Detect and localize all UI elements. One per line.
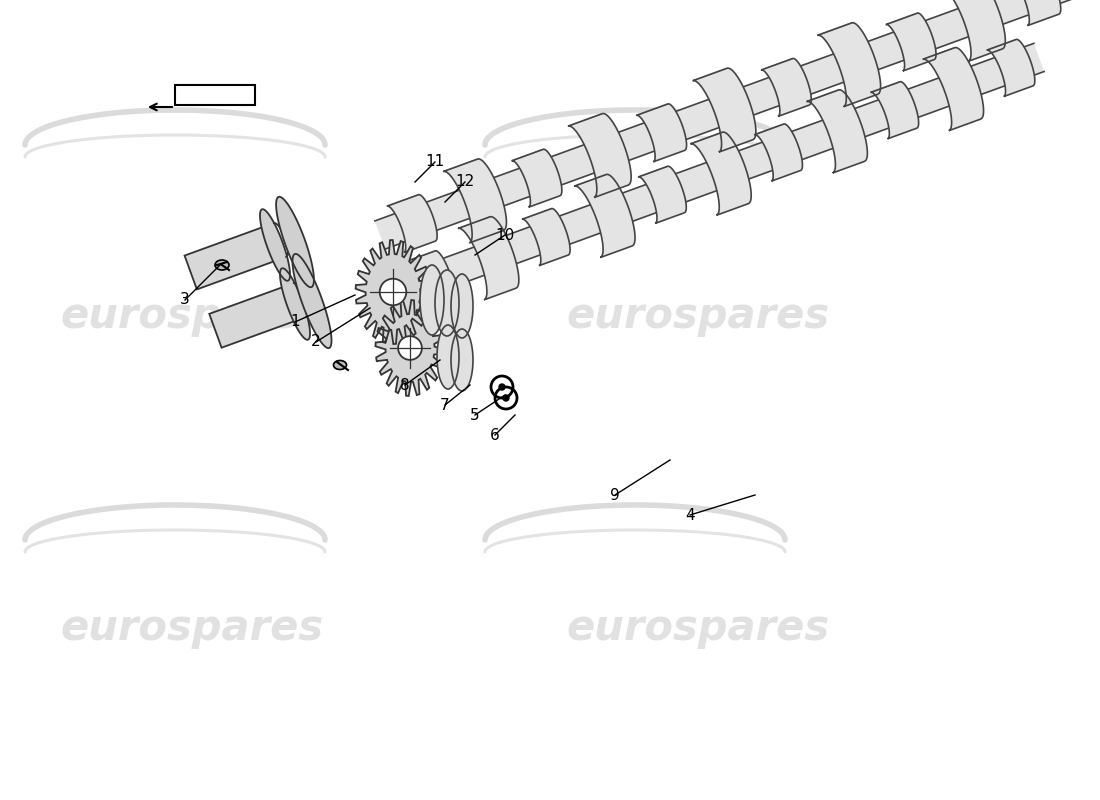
Polygon shape bbox=[755, 124, 803, 181]
Polygon shape bbox=[185, 223, 286, 290]
Polygon shape bbox=[209, 283, 306, 348]
Polygon shape bbox=[574, 174, 635, 258]
Text: eurospares: eurospares bbox=[60, 607, 324, 649]
Ellipse shape bbox=[214, 260, 229, 270]
Circle shape bbox=[379, 278, 406, 306]
Polygon shape bbox=[637, 104, 686, 162]
Polygon shape bbox=[375, 300, 444, 396]
Text: 12: 12 bbox=[455, 174, 474, 190]
Polygon shape bbox=[522, 209, 570, 266]
Text: 2: 2 bbox=[311, 334, 321, 350]
Polygon shape bbox=[459, 217, 519, 300]
Text: eurospares: eurospares bbox=[60, 295, 324, 337]
Text: 1: 1 bbox=[290, 314, 300, 330]
Polygon shape bbox=[375, 0, 1071, 249]
Text: 10: 10 bbox=[495, 227, 515, 242]
Polygon shape bbox=[406, 251, 454, 308]
Polygon shape bbox=[1011, 0, 1060, 26]
Polygon shape bbox=[395, 43, 1044, 304]
Polygon shape bbox=[871, 82, 918, 139]
Polygon shape bbox=[817, 22, 881, 106]
Text: 3: 3 bbox=[180, 293, 190, 307]
Ellipse shape bbox=[437, 325, 459, 389]
Polygon shape bbox=[443, 159, 506, 243]
Circle shape bbox=[503, 395, 509, 401]
Ellipse shape bbox=[420, 265, 444, 335]
Polygon shape bbox=[276, 197, 314, 287]
Polygon shape bbox=[987, 39, 1035, 97]
Polygon shape bbox=[293, 254, 331, 348]
Ellipse shape bbox=[333, 361, 346, 370]
Ellipse shape bbox=[434, 270, 459, 336]
Circle shape bbox=[398, 336, 422, 360]
Ellipse shape bbox=[451, 329, 473, 391]
Polygon shape bbox=[761, 58, 812, 116]
Polygon shape bbox=[260, 210, 290, 281]
Polygon shape bbox=[512, 150, 562, 207]
Polygon shape bbox=[693, 68, 756, 152]
Text: 11: 11 bbox=[426, 154, 444, 170]
Text: eurospares: eurospares bbox=[566, 607, 830, 649]
Text: 8: 8 bbox=[400, 378, 410, 393]
Polygon shape bbox=[806, 90, 868, 173]
Polygon shape bbox=[387, 194, 437, 253]
Polygon shape bbox=[568, 114, 631, 198]
Polygon shape bbox=[638, 166, 686, 223]
Polygon shape bbox=[691, 132, 751, 215]
Text: 6: 6 bbox=[491, 427, 499, 442]
Text: 9: 9 bbox=[610, 487, 620, 502]
Text: 4: 4 bbox=[685, 507, 695, 522]
Ellipse shape bbox=[451, 274, 473, 338]
Text: 5: 5 bbox=[470, 407, 480, 422]
Polygon shape bbox=[923, 47, 983, 130]
Polygon shape bbox=[280, 268, 310, 340]
Text: 7: 7 bbox=[440, 398, 450, 413]
Polygon shape bbox=[943, 0, 1005, 62]
Polygon shape bbox=[886, 13, 936, 71]
Circle shape bbox=[499, 384, 505, 390]
Polygon shape bbox=[355, 240, 430, 344]
Text: eurospares: eurospares bbox=[566, 295, 830, 337]
